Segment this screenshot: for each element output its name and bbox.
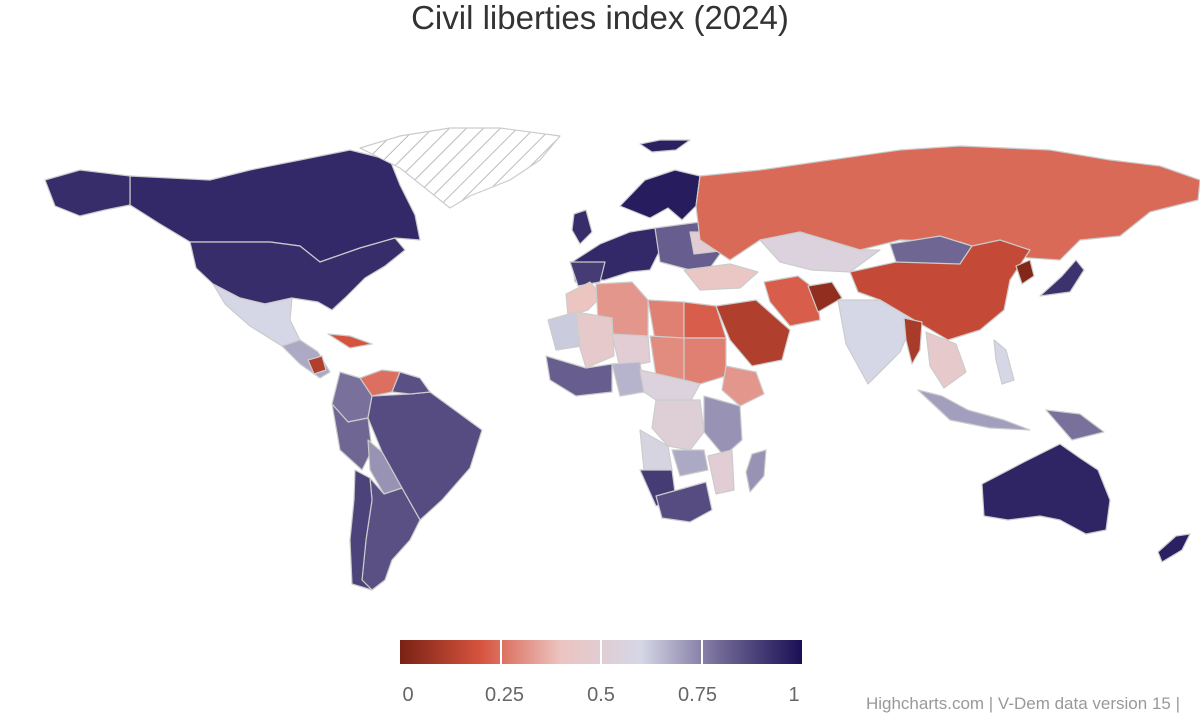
region-mozambique[interactable]: Mozambique: 0.5 — [707, 449, 735, 495]
region-iran[interactable]: Iran: 0.22 — [763, 275, 821, 327]
region-scandinavia[interactable]: Scandinavia: 0.97 — [619, 169, 701, 221]
legend-tick-label: 0.75 — [678, 684, 717, 706]
region-chile[interactable]: Chile: 0.88 — [349, 469, 373, 591]
region-papua-new-guinea[interactable]: Papua New Guinea: 0.78 — [1045, 409, 1105, 441]
region-canada[interactable]: Canada: 0.94 — [129, 149, 421, 263]
region-south-africa[interactable]: South Africa: 0.86 — [655, 481, 713, 523]
region-iceland[interactable]: Iceland: 0.96 — [639, 139, 691, 153]
region-turkey[interactable]: Turkey: 0.42 — [683, 263, 759, 291]
color-scale-bar — [400, 640, 802, 664]
region-southeast-asia[interactable]: Southeast Asia: 0.45 — [925, 331, 967, 389]
region-japan[interactable]: Japan: 0.92 — [1039, 259, 1085, 297]
region-new-zealand[interactable]: New Zealand: 0.96 — [1157, 533, 1191, 563]
region-myanmar[interactable]: Myanmar: 0.1 — [903, 317, 923, 365]
region-saudi-arabia[interactable]: Saudi Arabia: 0.12 — [715, 299, 791, 367]
map-title: Civil liberties index (2024) — [411, 0, 789, 36]
region-philippines[interactable]: Philippines: 0.6 — [993, 339, 1015, 385]
region-ethiopia[interactable]: Ethiopia: 0.32 — [721, 365, 765, 407]
region-west-africa[interactable]: West Africa: 0.82 — [545, 355, 613, 397]
region-cuba[interactable]: Cuba: 0.2 — [327, 333, 373, 349]
region-mexico[interactable]: Mexico: 0.6 — [212, 283, 301, 347]
region-alaska[interactable]: Alaska: 0.93 — [44, 169, 131, 217]
region-afghanistan[interactable]: Afghanistan: 0.05 — [807, 281, 843, 313]
legend-tick-label: 1 — [788, 684, 800, 706]
map-regions: Canada: 0.94USA: 0.93Alaska: 0.93Greenla… — [44, 127, 1200, 591]
region-india[interactable]: India: 0.6 — [837, 299, 915, 385]
legend-tick-label: 0 — [402, 684, 414, 706]
region-morocco[interactable]: Morocco: 0.4 — [565, 281, 603, 317]
region-zambia[interactable]: Zambia: 0.68 — [671, 449, 709, 477]
region-east-africa[interactable]: East Africa: 0.72 — [703, 395, 743, 457]
legend-tick-label: 0.25 — [485, 684, 524, 706]
region-kazakhstan[interactable]: Kazakhstan: 0.55 — [759, 231, 881, 273]
region-niger[interactable]: Niger: 0.5 — [611, 333, 651, 369]
legend-tick-label: 0.5 — [587, 684, 615, 706]
region-spain[interactable]: Spain: 0.9 — [569, 261, 606, 287]
region-australia[interactable]: Australia: 0.95 — [981, 443, 1111, 535]
region-uk[interactable]: UK: 0.93 — [571, 209, 593, 245]
region-madagascar[interactable]: Madagascar: 0.72 — [745, 449, 767, 493]
region-guianas[interactable]: Guianas: 0.85 — [391, 371, 431, 395]
region-mali[interactable]: Mali: 0.45 — [575, 311, 615, 369]
region-greenland[interactable]: Greenland — [359, 127, 561, 209]
region-sudan[interactable]: Sudan: 0.28 — [683, 337, 727, 385]
region-north-korea[interactable]: North Korea: 0.02 — [1015, 259, 1035, 285]
region-russia[interactable]: Russia: 0.24 — [695, 145, 1200, 261]
region-indonesia[interactable]: Indonesia: 0.7 — [917, 389, 1031, 431]
region-nicaragua[interactable]: Nicaragua: 0.12 — [307, 355, 327, 375]
credits-text[interactable]: Highcharts.com | V-Dem data version 15 | — [865, 694, 1180, 713]
region-nigeria[interactable]: Nigeria: 0.66 — [611, 361, 645, 397]
